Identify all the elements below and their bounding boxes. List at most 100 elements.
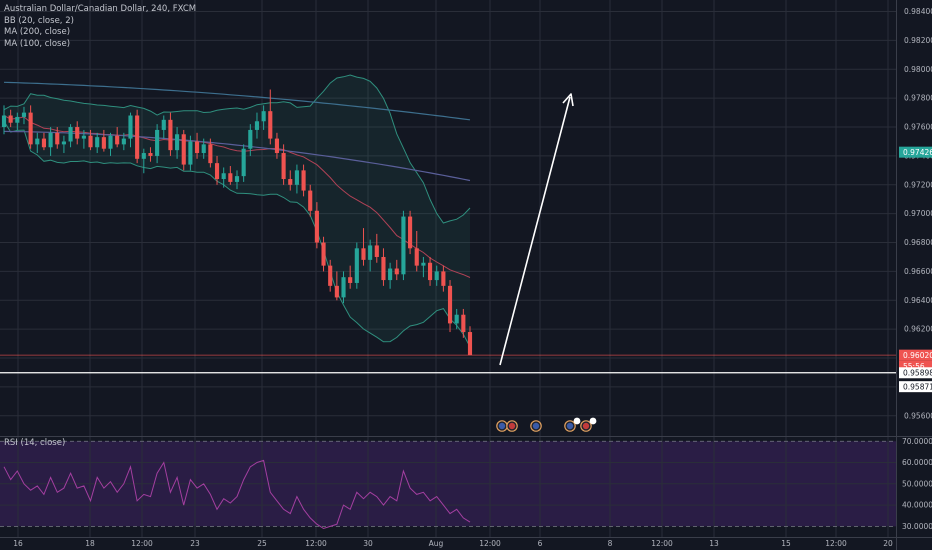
candle-body <box>161 119 166 130</box>
candle-body <box>254 121 260 130</box>
time-tick-label: 12:00 <box>825 539 847 548</box>
event-markers <box>496 417 597 432</box>
candle-body <box>35 138 40 145</box>
candle-body <box>188 141 193 165</box>
time-tick-label: 12:00 <box>651 539 673 548</box>
rsi-legend-item[interactable]: RSI (14, close) <box>4 438 66 448</box>
countdown-tag-bg <box>899 360 932 372</box>
candle-body <box>108 135 113 149</box>
ma100-line <box>3 130 471 182</box>
arrow-head <box>562 93 574 107</box>
time-tick-label: 18 <box>85 539 95 548</box>
candle-body <box>28 112 33 145</box>
time-tick-label: 16 <box>13 539 23 548</box>
time-tick-label: 12:00 <box>131 539 153 548</box>
time-tick-label: 30 <box>363 539 373 548</box>
candle-body <box>334 285 339 298</box>
candle-body <box>361 248 366 260</box>
candle-body <box>101 137 106 149</box>
candles <box>1 89 473 356</box>
candle-body <box>288 179 293 185</box>
candle-body <box>461 314 466 333</box>
rsi-tick-label: 40.0000 <box>902 501 932 510</box>
bb-lower-band <box>3 121 471 348</box>
price-tick-label: 0.96800 <box>904 238 932 247</box>
candle-body <box>454 314 459 324</box>
bb-legend-item[interactable]: BB (20, close, 2) <box>4 15 74 26</box>
candle-body <box>128 115 133 139</box>
candle-body <box>441 271 446 286</box>
current-price-tag-bg <box>899 349 932 361</box>
candle-body <box>341 277 346 298</box>
bb-fill <box>4 75 470 347</box>
candle-body <box>61 141 66 145</box>
candle-body <box>75 127 80 139</box>
rsi-line <box>3 459 471 530</box>
symbol-title: Australian Dollar/Canadian Dollar, 240, … <box>4 4 197 14</box>
low-price-tag-bg <box>899 381 932 393</box>
ma200-legend-item[interactable]: MA (200, close) <box>4 27 71 37</box>
rsi-tick-label: 60.0000 <box>902 458 932 467</box>
time-tick-label: 23 <box>190 539 200 548</box>
candle-body <box>68 127 73 142</box>
ma100-legend-item[interactable]: MA (100, close) <box>4 38 71 49</box>
candle-body <box>168 119 173 151</box>
chart-legend: Australian Dollar/Canadian Dollar, 240, … <box>4 4 196 50</box>
candle-body <box>321 242 326 266</box>
rsi-tick-label: 50.0000 <box>902 479 932 488</box>
candle-body <box>48 132 53 148</box>
candle-body <box>421 262 426 266</box>
candle-body <box>388 268 393 281</box>
price-tick-label: 0.96600 <box>904 267 932 276</box>
candle-body <box>208 144 213 164</box>
price-tick-label: 0.98000 <box>904 65 932 74</box>
price-axis: 0.98400 0.98200 0.98000 0.97800 0.97600 0.974… <box>904 7 932 420</box>
price-tick-label: 0.96200 <box>904 325 932 334</box>
level-price-tag-bg <box>899 367 932 379</box>
price-tick-label: 0.95600 <box>904 411 932 420</box>
time-tick-label: 8 <box>608 539 613 548</box>
event-flag-center <box>508 422 516 430</box>
time-tick-label: 12:00 <box>479 539 501 548</box>
projection-arrow <box>499 96 571 366</box>
candle-body <box>314 210 319 243</box>
ma200-line <box>3 81 471 121</box>
candle-body <box>8 115 13 123</box>
candle-body <box>447 285 453 324</box>
time-axis: 16 18 12:00 23 25 12:00 30 Aug 12:00 6 8 12:00 13 15 1… <box>13 539 893 548</box>
candle-body <box>181 134 186 165</box>
candle-body <box>434 271 439 281</box>
time-tick-label: Aug <box>429 539 444 548</box>
event-flag-center <box>532 422 540 430</box>
candle-body <box>328 265 333 286</box>
price-tick-label: 0.97200 <box>904 180 932 189</box>
candle-body <box>148 153 153 156</box>
event-flag-center <box>498 422 506 430</box>
candle-body <box>354 248 359 283</box>
price-tick-label: 0.96400 <box>904 296 932 305</box>
price-tick-label: 0.98400 <box>904 7 932 16</box>
time-tick-label: 13 <box>709 539 719 548</box>
horizontal-grid <box>0 11 896 506</box>
bb-upper-band <box>3 74 471 224</box>
candle-body <box>228 173 233 182</box>
candle-body <box>281 153 286 180</box>
ma-price-tag-bg <box>899 146 932 158</box>
candle-body <box>175 134 180 151</box>
candle-body <box>15 116 20 123</box>
ma-price-tag: 0.97426 <box>903 148 932 157</box>
price-tick-label: 0.97600 <box>904 123 932 132</box>
candle-body <box>194 141 200 154</box>
vertical-grid <box>17 0 889 537</box>
candle-body <box>408 216 413 249</box>
rsi-tick-label: 70.0000 <box>902 437 932 446</box>
candle-body <box>81 135 86 139</box>
candle-body <box>214 163 220 180</box>
candle-body <box>261 111 266 122</box>
time-tick-label: 25 <box>257 539 267 548</box>
event-count-badge <box>589 417 597 425</box>
candle-body <box>135 115 140 159</box>
candle-body <box>274 138 280 154</box>
candle-body <box>95 137 100 148</box>
